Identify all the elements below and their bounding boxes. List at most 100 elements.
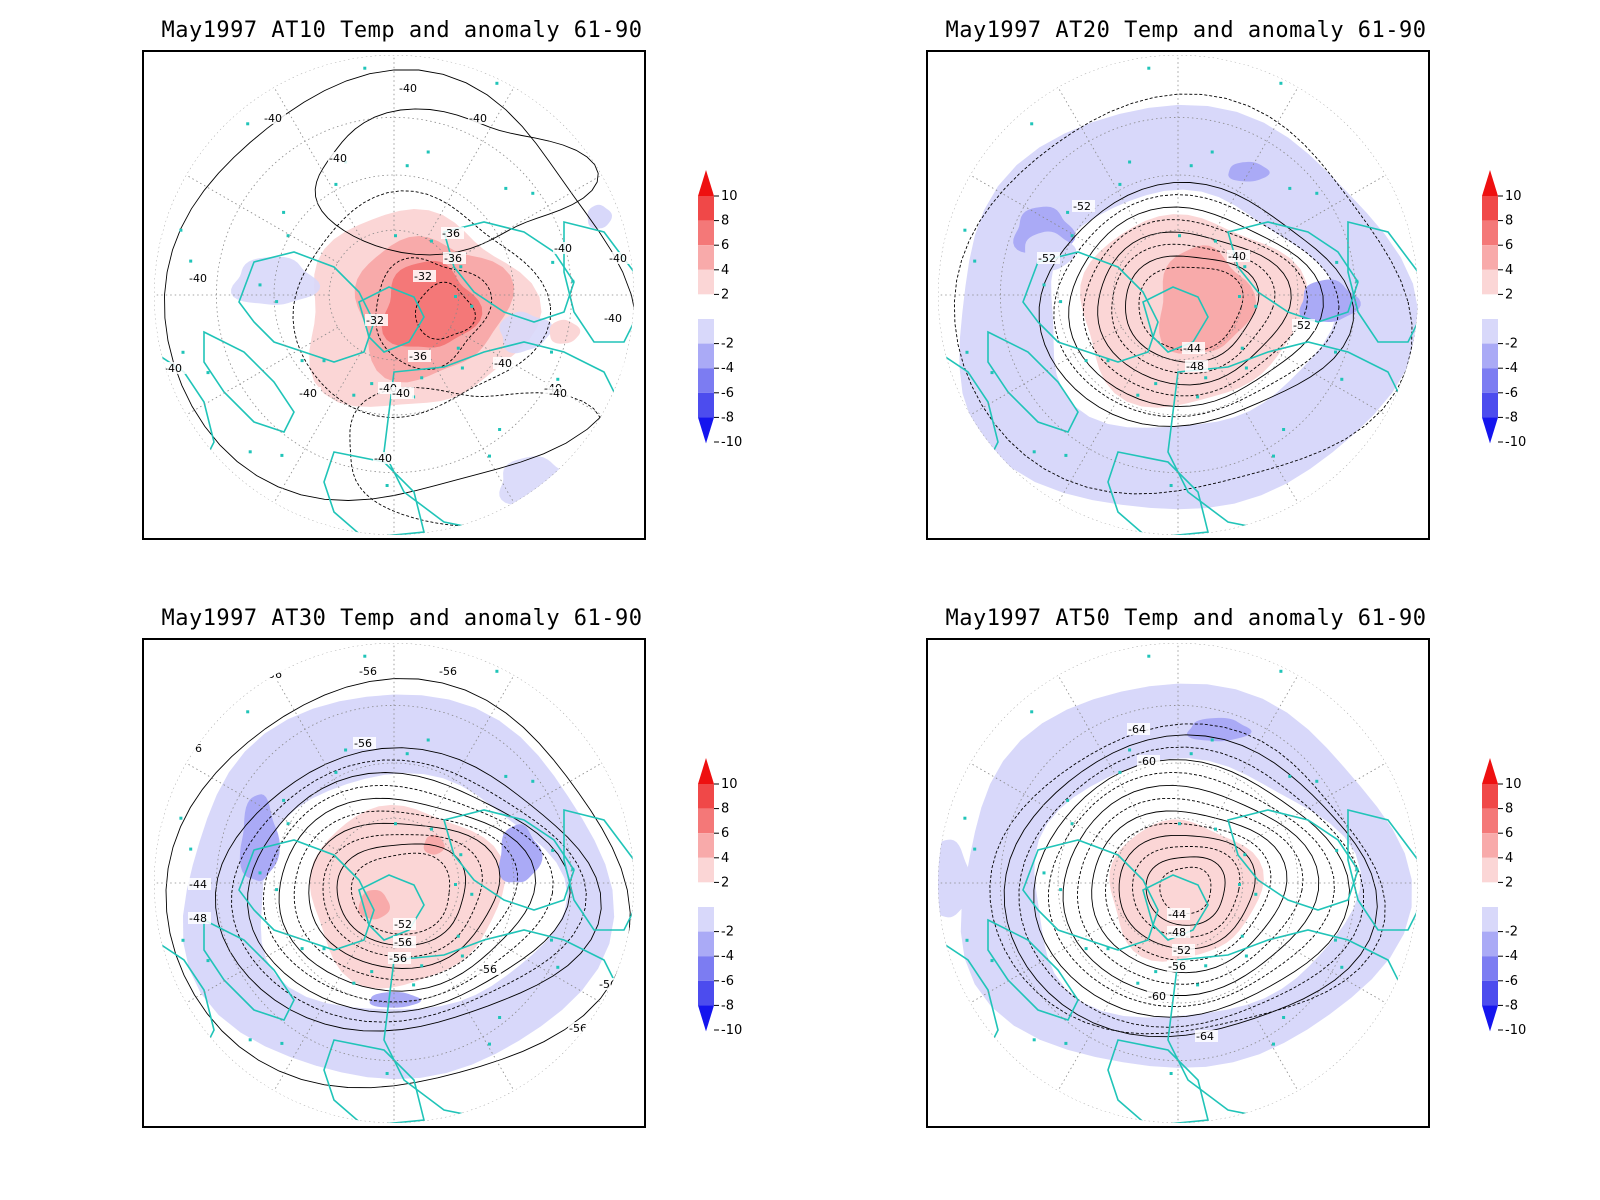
island xyxy=(973,259,977,263)
island xyxy=(206,959,210,963)
anomaly-region xyxy=(1187,717,1252,742)
island xyxy=(394,822,397,826)
island xyxy=(498,428,502,431)
anomaly-region xyxy=(587,204,612,229)
contour-line xyxy=(164,69,634,501)
island xyxy=(286,234,290,238)
contour-label-bg xyxy=(365,314,388,326)
island xyxy=(282,210,286,214)
contour-line xyxy=(989,723,1386,1035)
island xyxy=(334,182,338,186)
contour-label-bg xyxy=(603,312,626,324)
island xyxy=(1355,867,1359,871)
colorbar-segment xyxy=(1482,784,1498,809)
colorbar-arrow-top xyxy=(698,758,714,784)
island xyxy=(1070,822,1074,826)
colorbar-segment xyxy=(1482,980,1498,1006)
contour-label: -40 xyxy=(554,242,572,255)
anomaly-region xyxy=(549,319,581,344)
island xyxy=(1066,210,1070,214)
contour-label: -44 xyxy=(189,878,207,891)
contour-label: -32 xyxy=(366,314,384,327)
contour-label: -40 xyxy=(469,112,487,125)
island xyxy=(1214,239,1217,243)
island xyxy=(1238,295,1241,298)
island xyxy=(531,779,535,783)
contour-label: -64 xyxy=(1128,723,1146,736)
panel-title: May1997 AT20 Temp and anomaly 61-90 xyxy=(945,18,1427,43)
colorbar-segment xyxy=(698,882,714,907)
colorbar-tick-label: -4 xyxy=(721,361,734,376)
contour-label-bg xyxy=(1185,360,1208,372)
anomaly-region xyxy=(358,890,390,920)
contour-label: -40 xyxy=(392,387,410,400)
contour-label-bg xyxy=(298,387,321,399)
colorbar-segment xyxy=(698,245,714,270)
anomaly-colorbar: 10 8 6 4 2 -2 -4 -6 -8 -10 xyxy=(690,756,750,1046)
contour-label-bg xyxy=(1195,1030,1218,1042)
coastline xyxy=(1107,451,1210,535)
contour-label-bg xyxy=(163,362,186,374)
colorbar-segment xyxy=(698,907,714,932)
island xyxy=(495,669,499,673)
island xyxy=(248,1038,252,1042)
contour-label: -40 xyxy=(604,312,622,325)
colorbar-segment xyxy=(1482,392,1498,418)
island xyxy=(1315,779,1319,783)
polar-stereographic-map: -64 -60 -44 -48 -52 -56 -60 -64 xyxy=(938,643,1418,1123)
colorbar-segment xyxy=(1482,269,1498,295)
contour-label-bg xyxy=(1172,944,1195,956)
coastline xyxy=(563,220,634,343)
island xyxy=(1136,981,1140,985)
colorbar-segment xyxy=(1482,808,1498,834)
island xyxy=(1272,454,1275,458)
contour-label: -56 xyxy=(599,978,617,991)
colorbar-segment xyxy=(698,196,714,221)
contour-line xyxy=(375,257,493,370)
island xyxy=(1238,883,1241,886)
map-panel-at20: May1997 AT20 Temp and anomaly 61-90 -52-… xyxy=(926,18,1600,598)
contour-label: -64 xyxy=(1196,1030,1214,1043)
island xyxy=(246,122,250,126)
contour-line xyxy=(1082,219,1308,397)
panel-title: May1997 AT30 Temp and anomaly 61-90 xyxy=(161,606,643,631)
coastline xyxy=(1142,286,1209,353)
island xyxy=(963,816,967,820)
anomaly-region xyxy=(369,991,422,1008)
contour-label: -56 xyxy=(359,665,377,678)
anomaly-region xyxy=(309,804,505,989)
contour-label: -40 xyxy=(299,387,317,400)
contour-line xyxy=(1033,759,1350,1018)
contour-label: -56 xyxy=(479,963,497,976)
contour-label-bg xyxy=(1292,319,1315,331)
island xyxy=(600,754,604,757)
island xyxy=(460,366,464,370)
island xyxy=(454,883,457,886)
map-panel-at10: May1997 AT10 Temp and anomaly 61-90 -40-… xyxy=(142,18,862,598)
island xyxy=(1136,393,1140,397)
island xyxy=(1059,300,1063,304)
colorbar-scale: 10 8 6 4 2 -2 -4 -6 -8 -10 xyxy=(698,170,742,450)
island xyxy=(1106,947,1110,951)
colorbar-arrow-top xyxy=(1482,758,1498,784)
contour-label: -40 xyxy=(329,152,347,165)
island xyxy=(460,954,464,958)
contour-label-bg xyxy=(263,112,286,124)
contour-line xyxy=(336,843,467,947)
island xyxy=(412,983,416,987)
map-content: -40 -40 -40 -40 -36 -36 -32 -32 -36 -40 -40 -40 -40 -… xyxy=(154,55,634,535)
island xyxy=(965,938,969,942)
island xyxy=(189,847,193,851)
colorbar-segment xyxy=(698,319,714,344)
contour-label-bg xyxy=(353,737,376,749)
colorbar-tick-label: -10 xyxy=(1505,1023,1526,1038)
colorbar-tick-label: -10 xyxy=(721,1023,742,1038)
colorbar-tick-label: -10 xyxy=(721,435,742,450)
contour-label: -56 xyxy=(354,737,372,750)
island xyxy=(1196,983,1200,987)
colorbar-segment xyxy=(698,931,714,957)
contour-label: -52 xyxy=(1293,319,1311,332)
island xyxy=(1084,947,1088,951)
contour-label-bg xyxy=(413,270,436,282)
map-panel-at50: May1997 AT50 Temp and anomaly 61-90 -64-… xyxy=(926,606,1600,1186)
